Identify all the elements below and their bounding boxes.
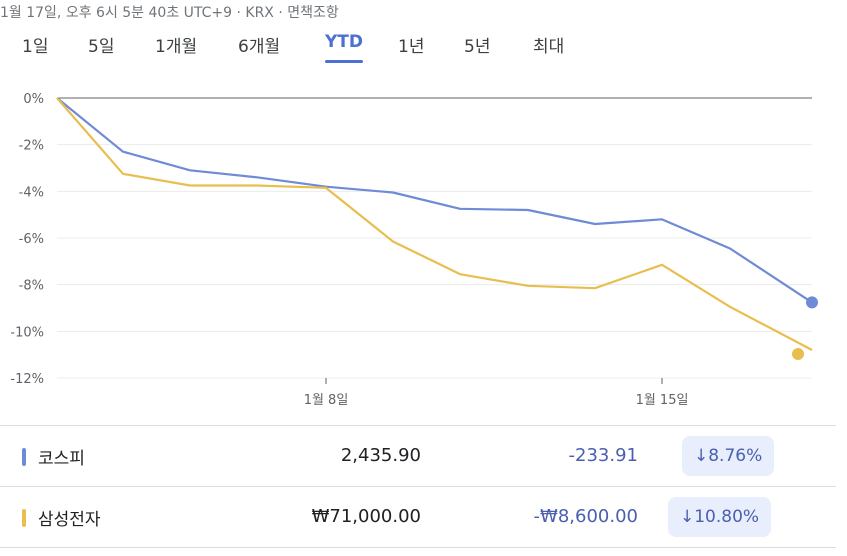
- y-tick-label: -12%: [10, 372, 44, 387]
- series-name: 삼성전자: [38, 510, 101, 530]
- series-end-point-1: [792, 348, 804, 360]
- tab-6m[interactable]: 6개월: [238, 37, 281, 57]
- range-tabs: 1일 5일 1개월 6개월 YTD 1년 5년 최대: [0, 32, 847, 72]
- series-line-0: [56, 97, 813, 304]
- series-percent-badge: ↓10.80%: [668, 497, 772, 537]
- tab-max[interactable]: 최대: [533, 37, 565, 57]
- tab-5y[interactable]: 5년: [464, 37, 491, 57]
- line-chart: 0% -2% -4% -6% -8% -10% -12% 1월 8일 1월 15일: [10, 92, 818, 408]
- y-tick-label: -8%: [19, 279, 44, 294]
- x-tick-label: 1월 8일: [304, 393, 349, 408]
- tab-5d[interactable]: 5일: [88, 37, 115, 57]
- series-change: -233.91: [568, 445, 638, 466]
- series-color-swatch: [22, 509, 26, 527]
- y-tick-label: -4%: [19, 185, 44, 200]
- legend-bottom-divider: [0, 547, 836, 549]
- tab-1d[interactable]: 1일: [22, 37, 49, 57]
- series-name: 코스피: [38, 449, 85, 469]
- series-price: ₩71,000.00: [311, 506, 421, 527]
- legend-row-samsung[interactable]: 삼성전자 ₩71,000.00 -₩8,600.00 ↓10.80%: [0, 486, 836, 547]
- y-tick-label: -2%: [19, 139, 44, 154]
- tab-1y[interactable]: 1년: [398, 37, 425, 57]
- y-tick-label: -6%: [19, 232, 44, 247]
- series-line-1: [56, 97, 813, 351]
- y-tick-label: -10%: [10, 325, 44, 340]
- tab-1m[interactable]: 1개월: [155, 37, 198, 57]
- y-tick-label: 0%: [23, 92, 44, 107]
- series-change: -₩8,600.00: [533, 506, 638, 527]
- legend-row-kospi[interactable]: 코스피 2,435.90 -233.91 ↓8.76%: [0, 425, 836, 486]
- chart-meta-info: 1월 17일, 오후 6시 5분 40초 UTC+9 · KRX · 면책조항: [0, 5, 339, 21]
- series-percent-badge: ↓8.76%: [682, 436, 775, 476]
- series-price: 2,435.90: [340, 445, 421, 466]
- x-tick-label: 1월 15일: [636, 393, 689, 408]
- series-end-point-0: [806, 296, 818, 309]
- tab-ytd[interactable]: YTD: [325, 32, 364, 63]
- series-color-swatch: [22, 448, 26, 466]
